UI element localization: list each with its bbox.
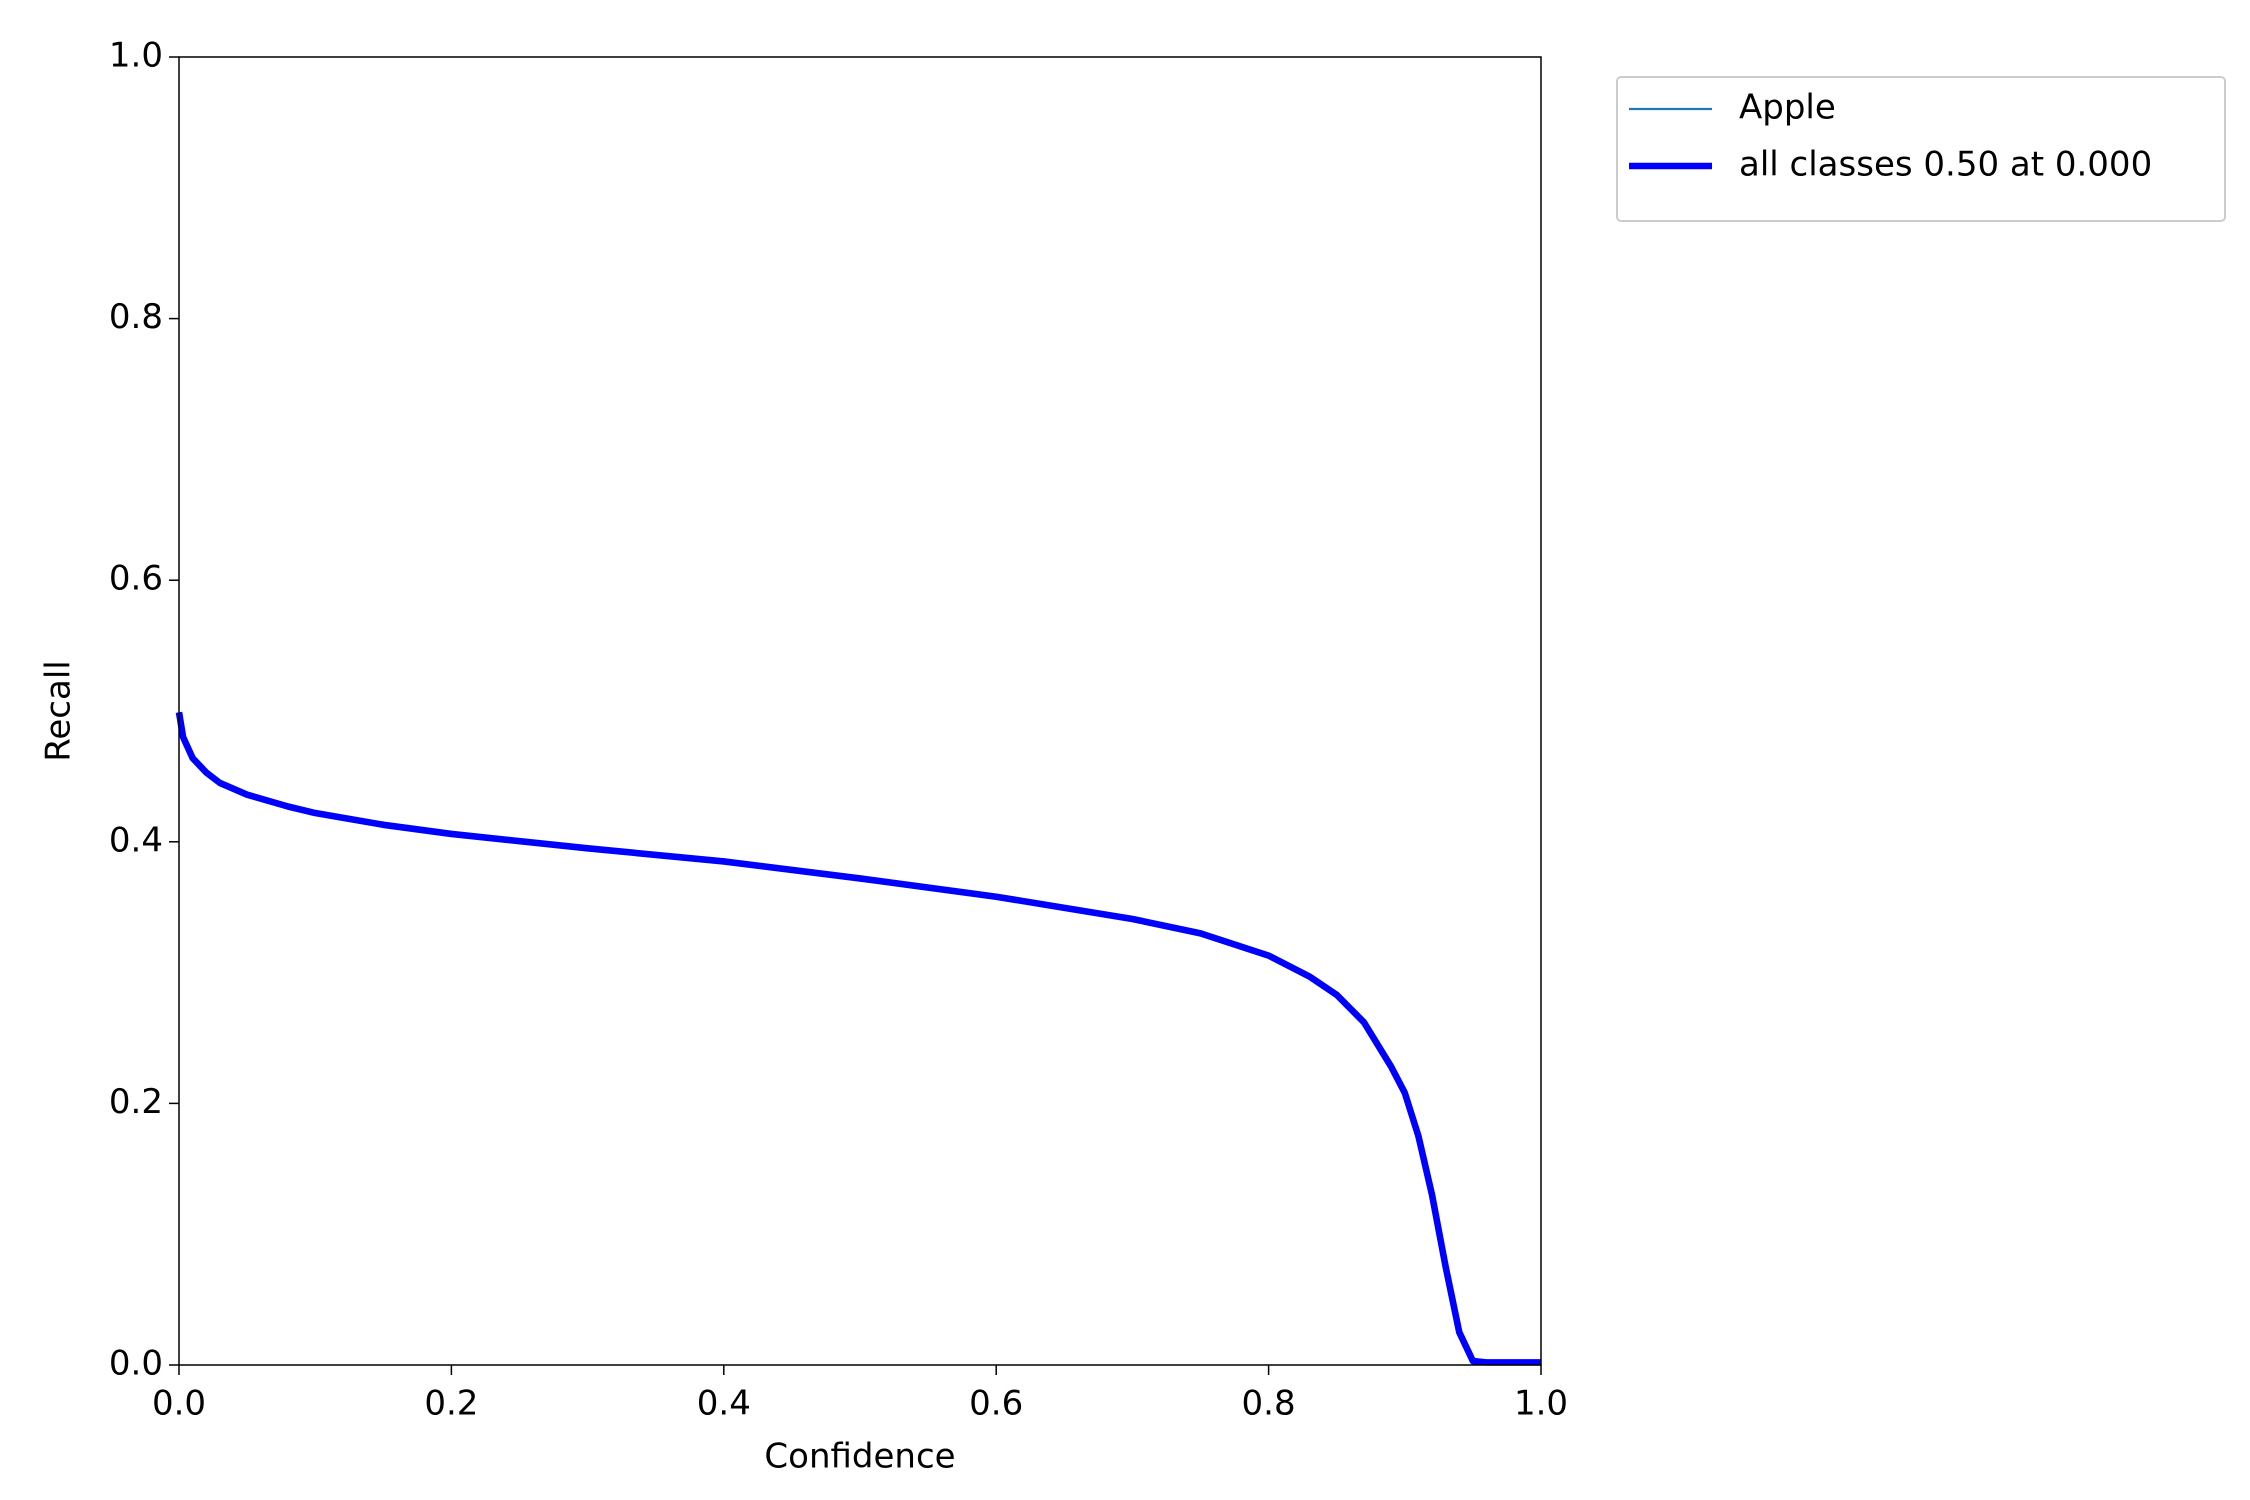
legend-box xyxy=(1616,76,2226,222)
y-tick-label: 0.4 xyxy=(109,820,163,860)
x-axis-label: Confidence xyxy=(764,1437,955,1477)
y-tick-label: 0.2 xyxy=(109,1082,163,1122)
y-tick-label: 0.0 xyxy=(109,1344,163,1384)
plot-frame xyxy=(178,56,1542,1366)
series-line xyxy=(175,711,1541,1366)
y-axis-label: Recall xyxy=(39,660,79,761)
y-tick-label: 0.8 xyxy=(109,297,163,337)
x-tick-label: 0.6 xyxy=(969,1384,1023,1424)
legend-label: Apple xyxy=(1739,88,1836,128)
legend-label: all classes 0.50 at 0.000 xyxy=(1739,145,2152,185)
x-tick-label: 0.4 xyxy=(697,1384,751,1424)
x-tick-label: 1.0 xyxy=(1514,1384,1568,1424)
y-tick-label: 1.0 xyxy=(109,36,163,76)
x-tick-label: 0.0 xyxy=(152,1384,206,1424)
x-tick-label: 0.8 xyxy=(1242,1384,1296,1424)
x-tick-label: 0.2 xyxy=(424,1384,478,1424)
y-tick-label: 0.6 xyxy=(109,559,163,599)
